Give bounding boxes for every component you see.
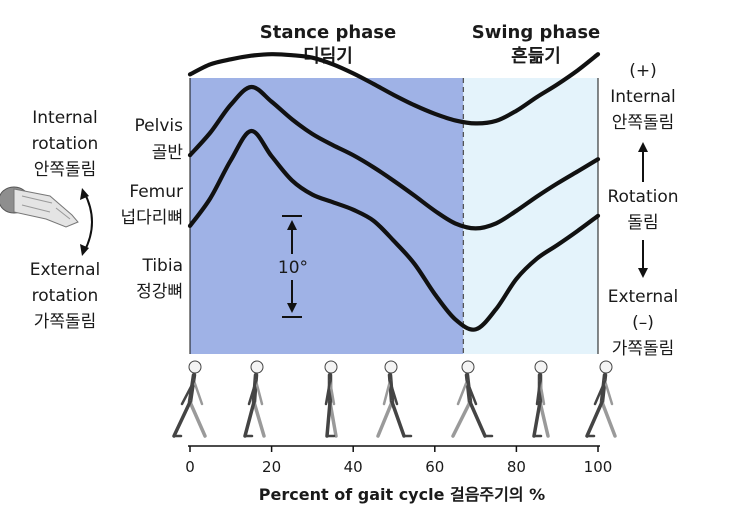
series-label-pelvis-ko: 골반: [152, 143, 184, 163]
x-tick-label: 100: [584, 458, 613, 476]
leg-rotation-icon: [0, 186, 93, 256]
walking-figure-foot-flat: [243, 360, 266, 438]
walking-figure-terminal-swing: [585, 360, 617, 438]
right-external-label: External: [608, 287, 679, 307]
right-plus-label: (+): [629, 61, 657, 81]
walking-figure-heel-strike: [172, 360, 207, 438]
series-label-tibia: Tibia: [141, 256, 183, 276]
scale-bar-label: 10°: [278, 258, 308, 278]
left-internal-label-ko: 안쪽돌림: [34, 160, 97, 180]
walking-figure-heel-off: [376, 360, 413, 438]
right-external-label-ko: 가쪽돌림: [612, 339, 675, 359]
up-arrow-icon: [638, 142, 648, 152]
x-tick-label: 40: [344, 458, 363, 476]
down-arrow-icon: [638, 268, 648, 278]
left-rotation-label-top: rotation: [32, 134, 99, 154]
right-internal-label: Internal: [610, 87, 676, 107]
series-label-pelvis: Pelvis: [135, 116, 184, 136]
x-tick-label: 60: [425, 458, 444, 476]
series-line-pelvis: [187, 52, 601, 126]
right-minus-label: (–): [632, 313, 654, 333]
right-internal-label-ko: 안쪽돌림: [612, 113, 675, 133]
walking-figure-midstance: [324, 360, 338, 438]
swing-phase-title: Swing phase: [472, 22, 601, 43]
series-line-tibia: [187, 128, 601, 332]
series-label-tibia-ko: 정강뼈: [136, 282, 183, 302]
stance-phase-region: [190, 78, 464, 354]
swing-phase-region: [463, 78, 598, 354]
scale-bar: 10°: [278, 215, 308, 318]
series-line-femur: [187, 84, 601, 231]
x-axis-ticks: 0 20 40 60 80 100: [185, 446, 612, 476]
stance-phase-title-ko: 디딤기: [303, 46, 353, 67]
walking-figures: [172, 360, 617, 438]
series-label-femur-ko: 넙다리뼈: [120, 208, 183, 228]
swing-phase-title-ko: 흔듦기: [511, 45, 561, 67]
x-tick-label: 0: [185, 458, 195, 476]
left-external-label-ko: 가쪽돌림: [34, 312, 97, 332]
x-tick-label: 20: [262, 458, 281, 476]
right-rotation-label: Rotation: [607, 187, 678, 207]
right-rotation-label-ko: 돌림: [627, 213, 658, 233]
x-tick-label: 80: [507, 458, 526, 476]
left-external-label: External: [30, 260, 101, 280]
stance-phase-title: Stance phase: [260, 22, 396, 43]
left-rotation-label-bottom: rotation: [32, 286, 99, 306]
walking-figure-toe-off: [451, 360, 494, 438]
x-axis-title: Percent of gait cycle 걸음주기의 %: [259, 485, 545, 504]
series-label-femur: Femur: [129, 182, 183, 202]
walking-figure-midswing: [532, 360, 550, 438]
left-internal-label: Internal: [32, 108, 98, 128]
series-layer: [187, 52, 601, 332]
